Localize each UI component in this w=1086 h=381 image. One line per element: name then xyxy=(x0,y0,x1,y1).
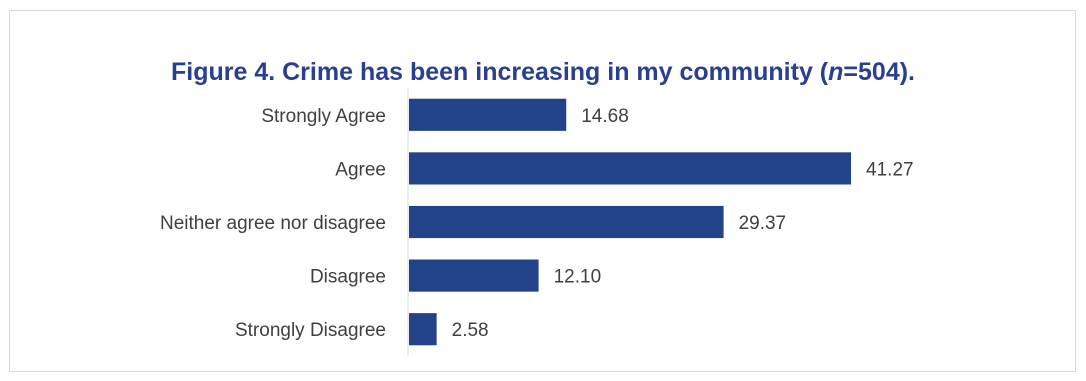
chart-frame xyxy=(9,10,1076,372)
bar-strongly-disagree xyxy=(409,313,437,346)
value-label: 12.10 xyxy=(554,267,602,288)
chart-title-tail: =504). xyxy=(843,58,915,86)
bar-neither-agree-nor-disagree xyxy=(409,205,724,239)
category-label: Neither agree nor disagree xyxy=(160,213,386,234)
category-label: Strongly Agree xyxy=(261,106,386,127)
bar-strongly-agree xyxy=(409,98,567,131)
value-label: 29.37 xyxy=(739,213,787,234)
chart-title-main: Figure 4. Crime has been increasing in m… xyxy=(171,58,829,86)
category-label: Disagree xyxy=(310,267,386,288)
value-label: 2.58 xyxy=(452,320,489,341)
chart-title-n: n xyxy=(828,58,844,86)
bar-disagree xyxy=(409,259,539,292)
chart-title: Figure 4. Crime has been increasing in m… xyxy=(0,58,1086,87)
category-label: Agree xyxy=(335,159,386,180)
value-label: 41.27 xyxy=(866,159,914,180)
value-label: 14.68 xyxy=(581,106,629,127)
category-label: Strongly Disagree xyxy=(235,320,386,341)
bar-agree xyxy=(409,152,852,185)
